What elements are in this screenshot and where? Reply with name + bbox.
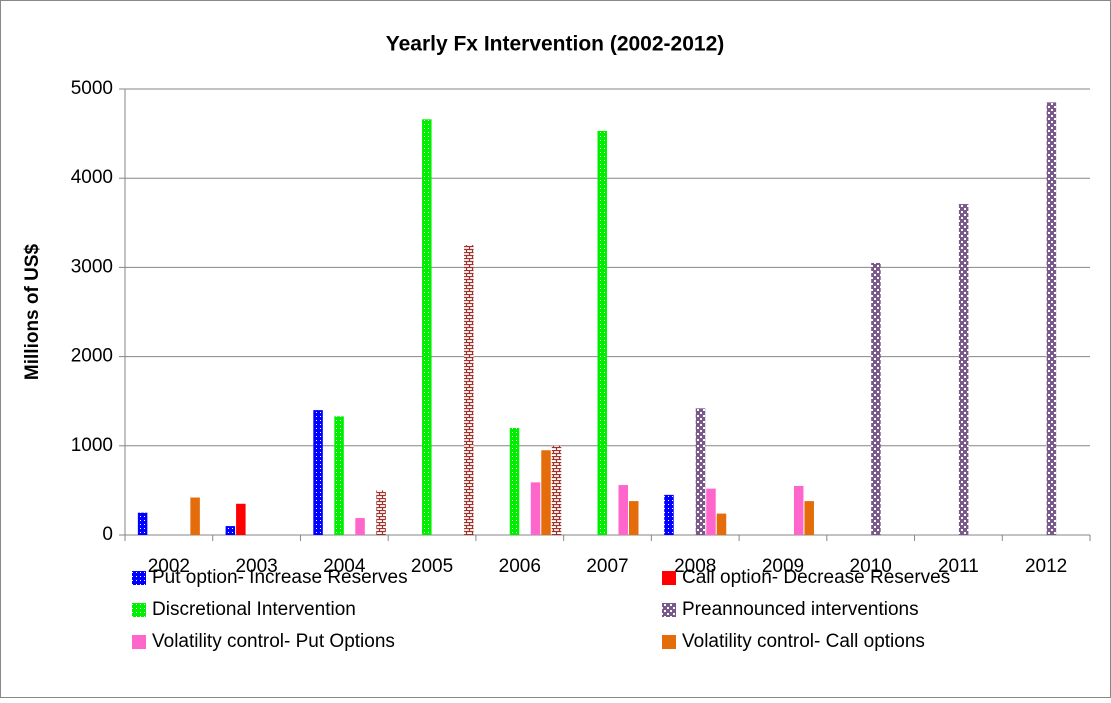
- legend-swatch: [662, 571, 676, 585]
- y-tick-label: 5000: [71, 78, 113, 99]
- x-tick-label: 2006: [499, 556, 541, 577]
- x-tick-label: 2003: [235, 556, 277, 577]
- y-axis-title: Millions of US$: [22, 243, 43, 380]
- bar: [597, 130, 607, 535]
- legend-swatch: [132, 603, 146, 617]
- legend-swatch: [132, 571, 146, 585]
- bar: [137, 512, 148, 535]
- bar: [225, 526, 236, 535]
- chart-title: Yearly Fx Intervention (2002-2012): [386, 33, 725, 56]
- x-tick-label: 2007: [586, 556, 628, 577]
- bar: [190, 497, 200, 535]
- bar: [716, 513, 727, 535]
- y-tick-label: 0: [102, 524, 113, 545]
- x-tick-label: 2009: [762, 556, 804, 577]
- bar: [376, 490, 386, 535]
- y-tick-label: 4000: [71, 167, 113, 188]
- legend-label: Call option- Decrease Reserves: [682, 567, 950, 588]
- y-tick-label: 2000: [71, 346, 113, 367]
- legend-swatch: [132, 635, 146, 649]
- bar: [958, 204, 969, 535]
- legend-label: Preannounced interventions: [682, 599, 919, 620]
- legend-label: Put option- Increase Reserves: [152, 567, 408, 588]
- legend-label: Volatility control- Put Options: [152, 631, 395, 652]
- legend-label: Volatility control- Call options: [682, 631, 925, 652]
- x-tick-label: 2004: [323, 556, 366, 577]
- bar: [618, 485, 628, 535]
- bar: [313, 410, 323, 535]
- bar: [334, 416, 344, 535]
- bar: [530, 482, 541, 535]
- y-tick-label: 1000: [71, 435, 113, 456]
- bar: [355, 518, 365, 535]
- bar: [706, 488, 716, 535]
- bar: [464, 245, 474, 535]
- bar: [871, 262, 881, 535]
- bar: [422, 119, 432, 535]
- x-tick-label: 2011: [938, 556, 979, 577]
- x-tick-label: 2012: [1025, 556, 1067, 577]
- bar: [793, 485, 804, 535]
- bar: [695, 408, 706, 535]
- bar: [551, 445, 562, 535]
- bar: [236, 503, 246, 535]
- bar: [509, 427, 520, 535]
- legend-swatch: [662, 603, 676, 617]
- x-tick-label: 2005: [411, 556, 453, 577]
- bar: [1046, 102, 1057, 535]
- legend-swatch: [662, 635, 676, 649]
- x-tick-label: 2008: [674, 556, 716, 577]
- x-tick-label: 2002: [148, 556, 190, 577]
- bar: [541, 450, 551, 535]
- bar: [664, 494, 674, 535]
- x-tick-label: 2010: [850, 556, 892, 577]
- bar: [629, 501, 639, 535]
- bar: [804, 501, 814, 535]
- legend-label: Discretional Intervention: [152, 599, 356, 620]
- y-tick-label: 3000: [71, 256, 113, 277]
